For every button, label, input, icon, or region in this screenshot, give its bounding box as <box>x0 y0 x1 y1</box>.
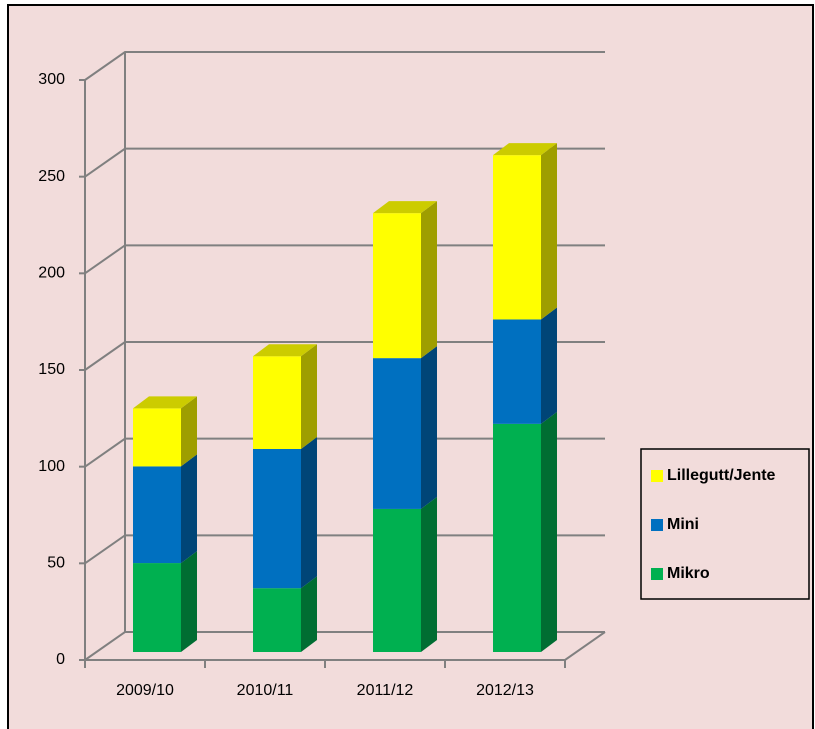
bar-side <box>301 576 317 652</box>
bar-segment <box>133 563 181 652</box>
legend-swatch <box>651 568 663 580</box>
bar-side <box>541 307 557 424</box>
grid-line <box>84 147 605 178</box>
bar-segment <box>133 408 181 467</box>
bar-side <box>421 201 437 359</box>
grid-line <box>84 341 605 371</box>
legend-swatch <box>651 519 663 531</box>
bar-top <box>493 143 557 156</box>
bar-side <box>181 454 197 564</box>
bar-side <box>541 411 557 652</box>
bar-side <box>421 496 437 652</box>
x-tick-label: 2012/13 <box>476 682 534 699</box>
grid-line <box>84 534 605 565</box>
bar-side <box>301 344 317 449</box>
y-tick-label: 200 <box>38 265 65 282</box>
y-tick-label: 250 <box>38 168 65 185</box>
x-tick-label: 2010/11 <box>237 682 294 699</box>
y-tick-label: 300 <box>38 71 65 88</box>
legend-swatch <box>651 470 663 482</box>
bar-side <box>181 551 197 652</box>
bar-top <box>253 344 317 357</box>
legend-label: Mini <box>667 516 699 533</box>
y-tick-label: 50 <box>47 555 65 572</box>
x-tick-label: 2011/12 <box>357 682 414 699</box>
bar-side <box>301 437 317 589</box>
bar-segment <box>373 358 421 509</box>
bar-segment <box>133 466 181 564</box>
bar-segment <box>493 423 541 652</box>
bar-segment <box>253 356 301 449</box>
bar-segment <box>373 508 421 652</box>
y-tick-label: 100 <box>38 458 65 475</box>
y-tick-label: 150 <box>38 361 65 378</box>
bar-side <box>181 396 197 467</box>
bar-segment <box>373 213 421 359</box>
legend <box>640 448 810 600</box>
bar-segment <box>493 155 541 320</box>
bar-side <box>541 143 557 320</box>
bar-segment <box>493 319 541 424</box>
bar-top <box>373 201 437 214</box>
legend-label: Mikro <box>667 565 710 582</box>
legend-label: Lillegutt/Jente <box>667 467 776 484</box>
bar-side <box>421 346 437 509</box>
x-tick-label: 2009/10 <box>116 682 174 699</box>
bar-segment <box>253 449 301 589</box>
bar-top <box>133 396 197 409</box>
grid-line <box>84 437 605 468</box>
grid-line <box>84 631 605 661</box>
grid-line <box>84 51 605 81</box>
bar-segment <box>253 588 301 652</box>
grid-line <box>84 244 605 275</box>
y-tick-label: 0 <box>56 651 65 668</box>
